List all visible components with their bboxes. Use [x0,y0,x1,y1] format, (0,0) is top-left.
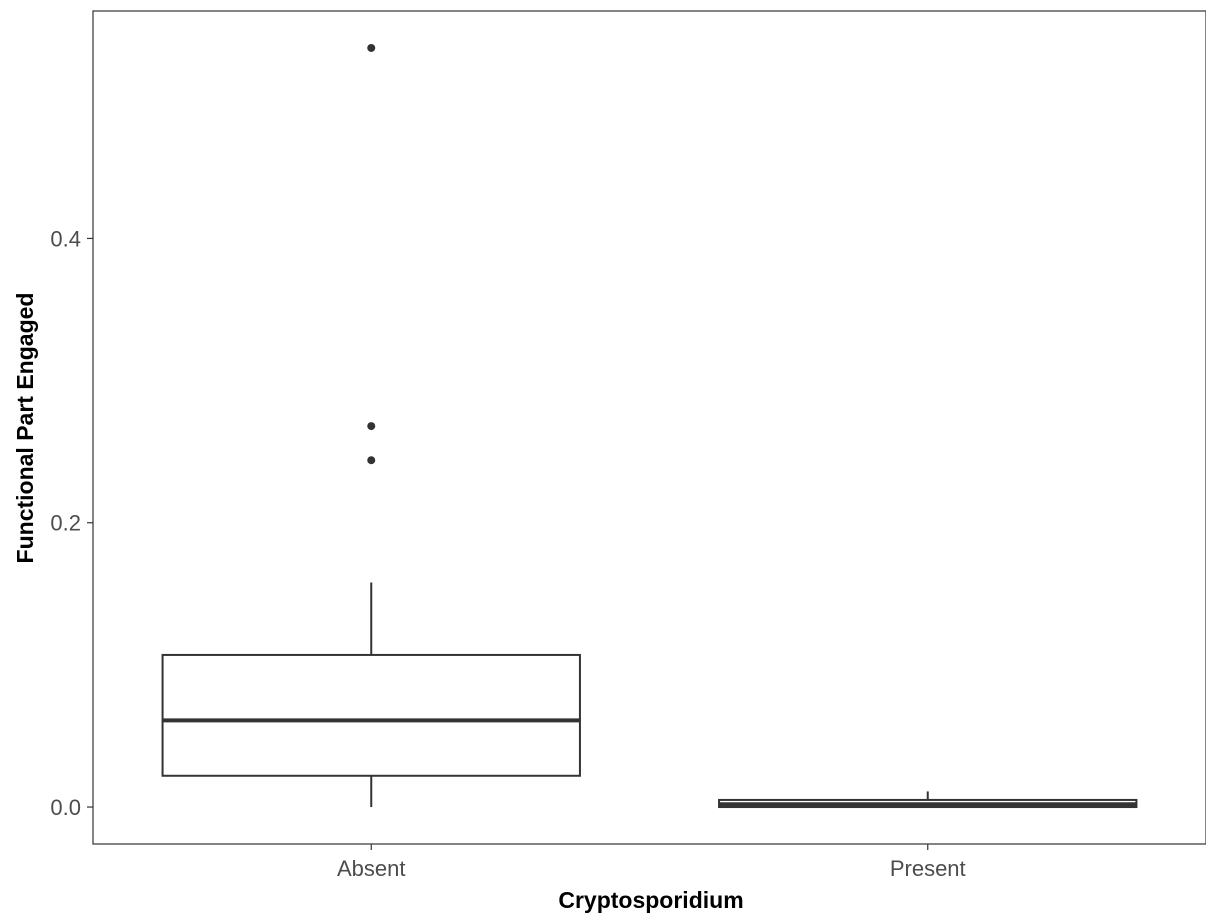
outlier-point [367,456,376,465]
plot-layer: 0.0 0.2 0.4 Absent Present [50,10,1206,881]
x-tick-label: Present [890,856,966,881]
x-axis-title: Cryptosporidium [558,887,743,913]
y-tick-label: 0.0 [50,795,81,820]
panel-border [92,10,1206,845]
y-axis-title: Functional Part Engaged [12,293,38,564]
box-iqr [161,653,581,777]
y-tick-label: 0.2 [50,511,81,536]
outlier-point [367,43,376,52]
y-tick-label: 0.4 [50,226,81,251]
x-tick-label: Absent [337,856,406,881]
outlier-point [367,422,376,431]
